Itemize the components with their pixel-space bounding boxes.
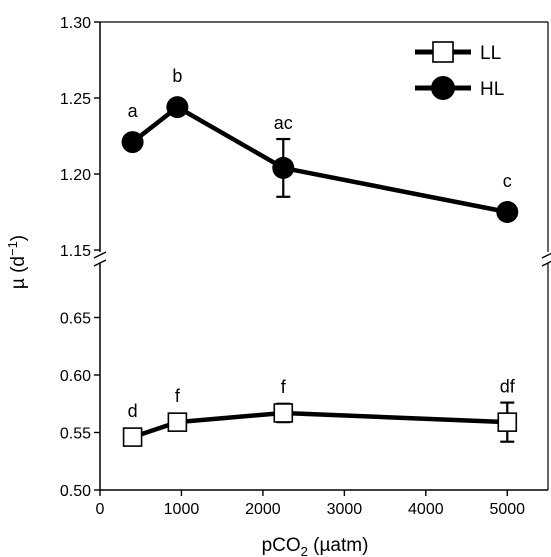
point-label: b: [172, 66, 182, 86]
point-label: df: [500, 377, 516, 397]
series-line-ll: [131, 410, 508, 440]
legend: LL HL: [415, 41, 504, 100]
y-tick-label: 1.15: [60, 243, 91, 260]
axis-break-mark: [541, 260, 551, 267]
x-tick-label: 1000: [164, 501, 200, 518]
point-ll: [167, 412, 188, 432]
series-layer: [121, 96, 519, 447]
point-hl: [166, 96, 189, 119]
point-ll: [273, 403, 294, 423]
x-tick-label: 0: [96, 501, 105, 518]
y-tick-label: 1.30: [60, 15, 91, 32]
y-axis-title: µ (d−1): [5, 235, 29, 289]
point-hl: [272, 156, 295, 179]
y-tick-label: 1.25: [60, 91, 91, 108]
point-label: ac: [274, 113, 293, 133]
point-label: f: [175, 386, 181, 406]
x-tick-label: 2000: [245, 501, 281, 518]
legend-label-ll: LL: [480, 43, 501, 64]
y-tick-label: 0.55: [60, 426, 91, 443]
axes: 1.15 1.20 1.25 1.30 0.50 0.55 0.60 0.65 0 1000 200…: [60, 15, 551, 518]
y-tick-label: 0.60: [60, 368, 91, 385]
x-tick-label: 3000: [327, 501, 363, 518]
y-tick-label: 0.65: [60, 311, 91, 328]
axis-break-mark: [541, 252, 551, 259]
point-hl: [496, 201, 519, 223]
series-line-hl: [131, 104, 508, 215]
point-hl: [121, 131, 144, 154]
y-tick-label: 1.20: [60, 167, 91, 184]
point-ll: [497, 412, 518, 432]
point-label: a: [128, 101, 139, 121]
legend-marker-hl: [431, 76, 455, 100]
legend-marker-ll: [432, 41, 454, 63]
axis-break-mark: [93, 259, 107, 267]
point-ll: [122, 427, 143, 447]
x-tick-label: 5000: [489, 501, 525, 518]
point-label: c: [503, 171, 512, 191]
x-tick-label: 4000: [408, 501, 444, 518]
y-tick-label: 0.50: [60, 483, 91, 500]
legend-label-hl: HL: [480, 79, 504, 100]
point-label: d: [128, 401, 138, 421]
axis-break-mark: [93, 251, 107, 259]
point-label: f: [281, 377, 287, 397]
x-axis-title: pCO2 (µatm): [262, 535, 369, 557]
